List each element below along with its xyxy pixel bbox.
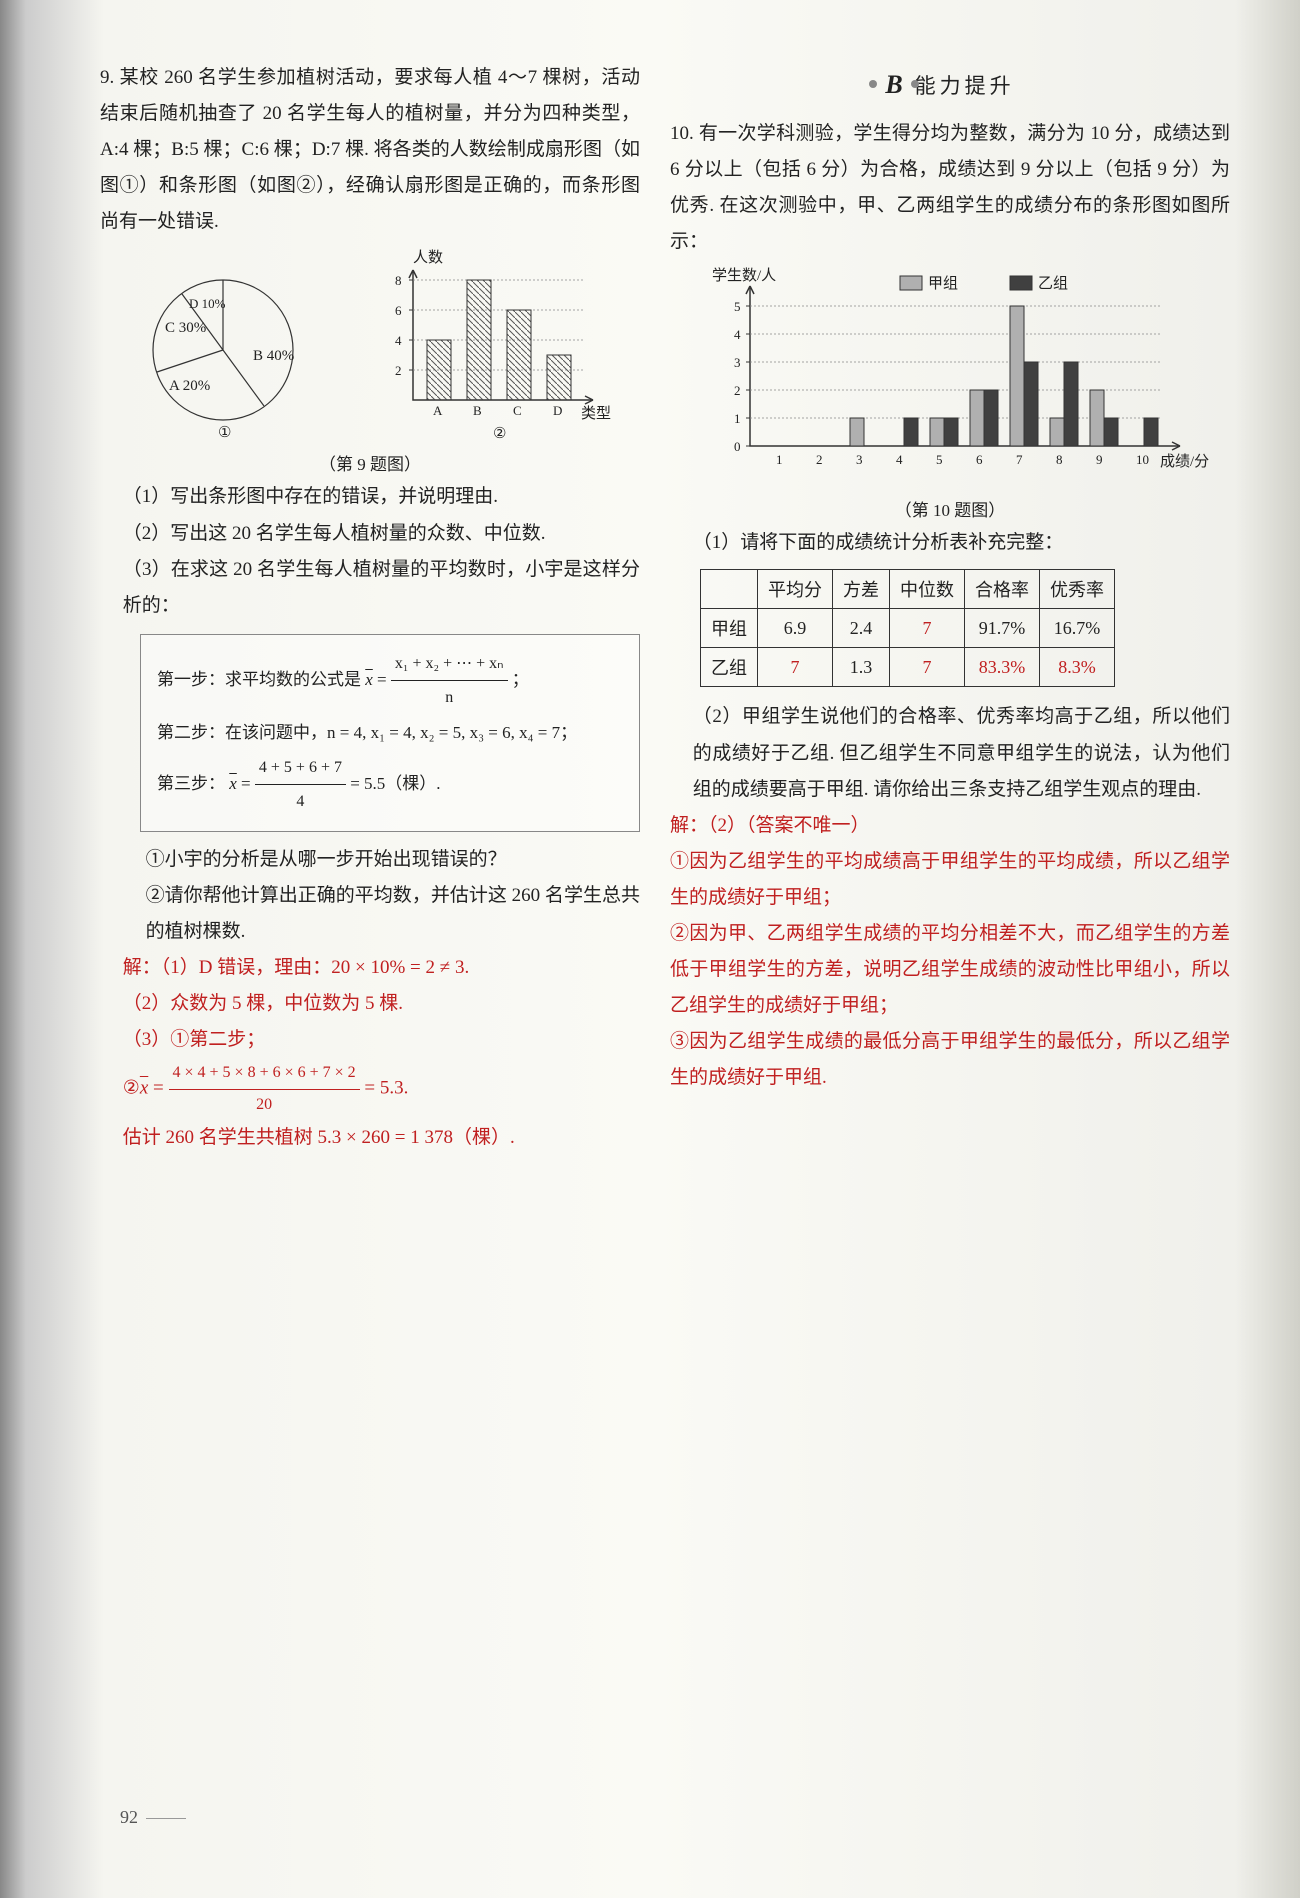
leg-b: 乙组 (1038, 275, 1068, 292)
q9-ans4: ②x = 4 × 4 + 5 × 8 + 6 × 6 + 7 × 220 = 5… (100, 1058, 640, 1120)
q9-p3a: ①小宇的分析是从哪一步开始出现错误的？ (100, 842, 640, 878)
svg-text:1: 1 (734, 411, 741, 426)
q10-ans-head: 解：（2）（答案不唯一） (670, 808, 1230, 844)
box-step1: 第一步：求平均数的公式是 x = x₁ + x₂ + ⋯ + xₙn ； (157, 647, 623, 715)
dbar-xlabel: 成绩/分 (1160, 453, 1209, 470)
q9-formula-box: 第一步：求平均数的公式是 x = x₁ + x₂ + ⋯ + xₙn ； 第二步… (140, 634, 640, 832)
q10-r2: ②因为甲、乙两组学生成绩的平均分相差不大，而乙组学生的方差低于甲组学生的方差，说… (670, 916, 1230, 1024)
pie-label-d: D 10% (189, 296, 226, 311)
q9-pie-chart: B 40% C 30% D 10% A 20% ① (128, 265, 318, 446)
s3b: = 5.5（棵）. (350, 774, 440, 793)
q9-figures: B 40% C 30% D 10% A 20% ① 人数 (100, 250, 640, 446)
svg-text:3: 3 (734, 355, 741, 370)
svg-text:7: 7 (1016, 452, 1023, 467)
svg-text:4: 4 (734, 327, 741, 342)
box-step2: 第二步：在该问题中，n = 4, x₁ = 4, x₂ = 5, x₃ = 6,… (157, 715, 623, 751)
svg-text:6: 6 (395, 303, 402, 318)
page-number: 92 (120, 1807, 186, 1828)
q9-p3b: ②请你帮他计算出正确的平均数，并估计这 260 名学生总共的植树棵数. (100, 878, 640, 950)
s1a: 第一步：求平均数的公式是 (157, 670, 361, 689)
s3a: 第三步： (157, 774, 225, 793)
svg-text:5: 5 (734, 299, 741, 314)
pie-label-b: B 40% (253, 348, 294, 364)
s1b: ； (512, 670, 529, 689)
q10-chart: 学生数/人 甲组 乙组 0 1 2 3 4 5 1 2 3 4 5 6 7 8 9 10 (700, 266, 1230, 492)
svg-text:6: 6 (976, 452, 983, 467)
svg-text:1: 1 (776, 452, 783, 467)
svg-text:D: D (553, 403, 562, 418)
f2d: 4 (255, 785, 346, 819)
f1n: x₁ + x₂ + ⋯ + xₙ (391, 647, 508, 682)
q9-text: 某校 260 名学生参加植树活动，要求每人植 4～7 棵树，活动结束后随机抽查了… (100, 67, 640, 232)
svg-text:4: 4 (896, 452, 903, 467)
svg-text:5: 5 (936, 452, 943, 467)
svg-text:0: 0 (734, 439, 741, 454)
leg-a: 甲组 (928, 275, 958, 292)
svg-text:A: A (433, 403, 443, 418)
b-badge: B (885, 70, 902, 100)
svg-text:4: 4 (395, 333, 402, 348)
dbar-legend: 甲组 乙组 (900, 275, 1068, 292)
pie-label-c: C 30% (165, 320, 206, 336)
section-b-header: B 能力提升 (670, 70, 1230, 100)
box-step3: 第三步： x = 4 + 5 + 6 + 74 = 5.5（棵）. (157, 751, 623, 819)
pie-circ-num: ① (218, 425, 231, 441)
svg-text:B: B (473, 403, 482, 418)
a4n: 4 × 4 + 5 × 8 + 6 × 6 + 7 × 2 (169, 1058, 360, 1089)
bar-xlabel: 类型 (581, 405, 611, 422)
bar-circ-num: ② (493, 426, 506, 442)
f1d: n (391, 681, 508, 715)
q9-number: 9. (100, 67, 114, 88)
q10-r1: ①因为乙组学生的平均成绩高于甲组学生的平均成绩，所以乙组学生的成绩好于甲组； (670, 844, 1230, 916)
section-b-label: 能力提升 (915, 70, 1015, 100)
q9-fig-caption: （第 9 题图） (100, 450, 640, 475)
svg-text:9: 9 (1096, 452, 1103, 467)
q9-stem: 9. 某校 260 名学生参加植树活动，要求每人植 4～7 棵树，活动结束后随机… (100, 60, 640, 240)
q10-text: 有一次学科测验，学生得分均为整数，满分为 10 分，成绩达到 6 分以上（包括 … (670, 123, 1230, 252)
svg-text:2: 2 (395, 363, 402, 378)
double-bar-svg: 学生数/人 甲组 乙组 0 1 2 3 4 5 1 2 3 4 5 6 7 8 9 10 (700, 266, 1200, 486)
q9-p3: （3）在求这 20 名学生每人植树量的平均数时，小宇是这样分析的： (100, 552, 640, 624)
q9-ans2: （2）众数为 5 棵，中位数为 5 棵. (100, 986, 640, 1022)
pie-svg: B 40% C 30% D 10% A 20% ① (128, 265, 318, 440)
f2n: 4 + 5 + 6 + 7 (255, 751, 346, 786)
q10-number: 10. (670, 123, 694, 144)
q9-ans5: 估计 260 名学生共植树 5.3 × 260 = 1 378（棵）. (100, 1120, 640, 1156)
svg-text:C: C (513, 403, 522, 418)
q10-p2: （2）甲组学生说他们的合格率、优秀率均高于乙组，所以他们的成绩好于乙组. 但乙组… (670, 699, 1230, 807)
q9-bar-chart: 人数 2 4 6 8 (373, 250, 613, 446)
svg-text:8: 8 (1056, 452, 1063, 467)
bar-ylabel: 人数 (413, 249, 443, 266)
q10-r3: ③因为乙组学生成绩的最低分高于甲组学生的最低分，所以乙组学生的成绩好于甲组. (670, 1024, 1230, 1096)
q10-p1: （1）请将下面的成绩统计分析表补充完整： (670, 525, 1230, 561)
svg-text:2: 2 (734, 383, 741, 398)
q10-table: 平均分方差中位数合格率优秀率 甲组6.92.4791.7%16.7% 乙组71.… (700, 569, 1115, 687)
svg-text:10: 10 (1136, 452, 1149, 467)
pie-label-a: A 20% (169, 378, 210, 394)
a4b: = 5.3. (364, 1078, 408, 1099)
bar-svg: 人数 2 4 6 8 (373, 250, 613, 440)
svg-text:2: 2 (816, 452, 823, 467)
q9-ans1: 解：（1）D 错误，理由：20 × 10% = 2 ≠ 3. (100, 950, 640, 986)
left-column: 9. 某校 260 名学生参加植树活动，要求每人植 4～7 棵树，活动结束后随机… (100, 60, 640, 1156)
dbar-ylabel: 学生数/人 (712, 267, 776, 284)
q9-p1: （1）写出条形图中存在的错误，并说明理由. (100, 479, 640, 515)
a4d: 20 (169, 1090, 360, 1120)
q10-stem: 10. 有一次学科测验，学生得分均为整数，满分为 10 分，成绩达到 6 分以上… (670, 116, 1230, 260)
q9-p2: （2）写出这 20 名学生每人植树量的众数、中位数. (100, 516, 640, 552)
svg-text:3: 3 (856, 452, 863, 467)
q9-ans3: （3）①第二步； (100, 1022, 640, 1058)
right-column: B 能力提升 10. 有一次学科测验，学生得分均为整数，满分为 10 分，成绩达… (670, 60, 1230, 1156)
a4a: ② (123, 1078, 140, 1099)
q10-fig-caption: （第 10 题图） (670, 496, 1230, 521)
svg-text:8: 8 (395, 273, 402, 288)
